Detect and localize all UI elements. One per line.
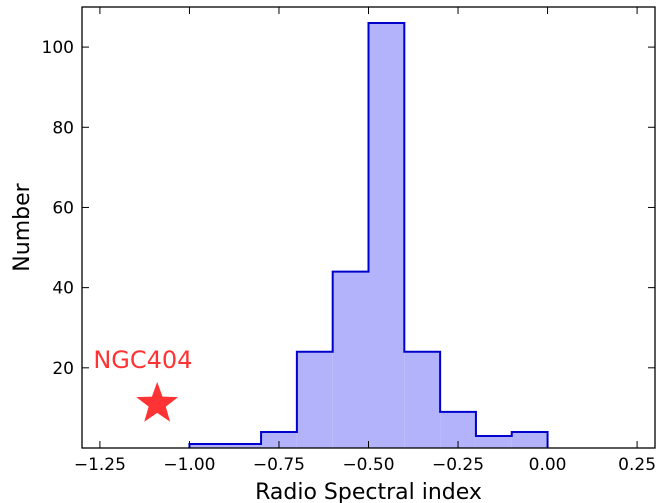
histogram-outline bbox=[188, 22, 549, 448]
histogram-bar bbox=[404, 351, 441, 448]
y-tick-label: 80 bbox=[52, 118, 74, 138]
histogram-bar bbox=[261, 431, 297, 448]
y-axis-ticks: 20 40 60 80 100 bbox=[42, 38, 655, 379]
y-tick-label: 40 bbox=[52, 279, 74, 299]
y-tick-label: 20 bbox=[52, 359, 74, 379]
x-tick-label: −0.75 bbox=[253, 455, 305, 475]
annotation-label: NGC404 bbox=[93, 346, 192, 374]
histogram-bar bbox=[225, 443, 262, 448]
x-tick-label: −1.25 bbox=[74, 455, 126, 475]
histogram-bars bbox=[188, 22, 549, 448]
x-tick-label: −1.00 bbox=[163, 455, 215, 475]
histogram-bar bbox=[368, 23, 405, 448]
y-tick-label: 60 bbox=[52, 198, 74, 218]
x-tick-label: −0.25 bbox=[432, 455, 484, 475]
histogram-bar bbox=[189, 443, 226, 448]
annotation: NGC404 bbox=[93, 346, 192, 422]
x-axis-ticks: −1.25 −1.00 −0.75 −0.50 −0.25 0.00 0.25 bbox=[74, 7, 656, 475]
x-axis-label: Radio Spectral index bbox=[255, 480, 482, 503]
x-tick-label: −0.50 bbox=[342, 455, 394, 475]
x-tick-label: 0.00 bbox=[529, 455, 567, 475]
x-tick-label: 0.25 bbox=[618, 455, 656, 475]
histogram-bar bbox=[296, 351, 333, 448]
star-marker-icon bbox=[136, 381, 179, 422]
histogram-bar bbox=[332, 271, 369, 448]
y-axis-label: Number bbox=[10, 182, 35, 271]
y-tick-label: 100 bbox=[42, 38, 74, 58]
histogram-bar bbox=[475, 435, 512, 448]
histogram-bar bbox=[511, 431, 548, 448]
